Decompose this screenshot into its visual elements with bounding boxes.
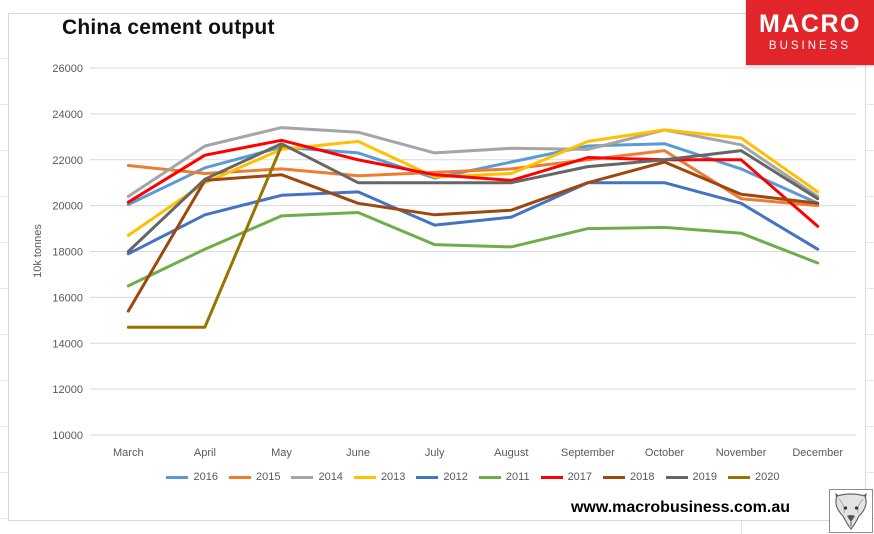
legend-label: 2011	[505, 471, 530, 483]
legend-item-2019: 2019	[665, 471, 718, 483]
legend-item-2018: 2018	[603, 471, 655, 483]
legend-label: 2020	[755, 471, 780, 483]
legend-item-2015: 2015	[228, 471, 281, 483]
macrobusiness-logo: MACRO BUSINESS	[746, 0, 874, 65]
legend-item-2012: 2012	[416, 471, 468, 483]
legend-label: 2014	[318, 471, 343, 483]
legend-label: 2012	[443, 471, 468, 483]
legend-label: 2018	[630, 471, 655, 483]
chart-title: China cement output	[62, 16, 275, 39]
legend-swatch-icon	[353, 475, 376, 479]
legend-label: 2015	[255, 471, 281, 483]
legend-item-2014: 2014	[291, 471, 343, 483]
fox-head-icon	[835, 492, 867, 530]
chart-frame	[8, 13, 866, 521]
legend-swatch-icon	[728, 475, 751, 479]
logo-text-business: BUSINESS	[768, 40, 852, 53]
legend-swatch-icon	[416, 475, 439, 479]
website-link[interactable]: www.macrobusiness.com.au	[570, 499, 790, 516]
legend-swatch-icon	[166, 475, 189, 479]
y-axis-title: 10k tonnes	[32, 224, 44, 278]
chart-legend: 2016 2015 2014 2013 2012 2011 2017 2018 2019 2020	[90, 471, 856, 483]
legend-label: 2016	[193, 471, 218, 483]
legend-swatch-icon	[603, 475, 626, 479]
legend-swatch-icon	[540, 475, 563, 479]
spreadsheet-cell-border	[741, 521, 742, 534]
spreadsheet-gridlines-right	[866, 13, 874, 521]
legend-label: 2017	[567, 471, 593, 483]
spreadsheet-gridlines-left	[0, 13, 8, 521]
legend-item-2017: 2017	[540, 471, 593, 483]
legend-item-2011: 2011	[478, 471, 530, 483]
logo-text-macro: MACRO	[759, 10, 861, 39]
legend-swatch-icon	[228, 475, 251, 479]
legend-item-2013: 2013	[353, 471, 406, 483]
legend-swatch-icon	[478, 475, 501, 479]
legend-item-2020: 2020	[728, 471, 780, 483]
legend-swatch-icon	[665, 475, 688, 479]
fox-logo-box	[829, 489, 873, 533]
legend-item-2016: 2016	[166, 471, 218, 483]
legend-swatch-icon	[291, 475, 314, 479]
legend-label: 2013	[380, 471, 406, 483]
legend-label: 2019	[692, 471, 718, 483]
